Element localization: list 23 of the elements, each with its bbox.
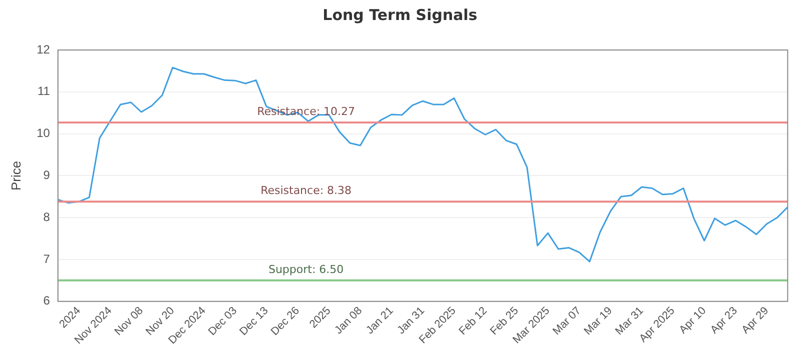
x-tick-label: Jan 21: [364, 304, 396, 337]
x-tick-label: Jan 08: [332, 304, 365, 337]
y-tick-label: 9: [43, 168, 50, 182]
y-axis-title: Price: [8, 160, 24, 190]
y-tick-label: 6: [43, 294, 50, 308]
x-tick-label: Dec 13: [238, 304, 271, 338]
y-tick-label: 8: [43, 210, 50, 224]
y-tick-label: 10: [36, 126, 50, 140]
x-tick-label: Dec 03: [206, 304, 240, 338]
x-tick-label: Dec 26: [268, 304, 302, 338]
y-tick-label: 11: [37, 84, 50, 98]
y-tick-label: 7: [43, 252, 50, 266]
chart-title: Long Term Signals: [322, 6, 478, 24]
x-tick-label: Feb 12: [456, 304, 490, 338]
x-tick-label: Apr 23: [708, 304, 740, 336]
x-tick-label: Apr 10: [677, 304, 709, 336]
x-tick-label: Mar 19: [582, 304, 615, 338]
ref-line-label: Resistance: 8.38: [260, 184, 352, 198]
x-tick-label: Mar 07: [550, 304, 584, 338]
x-tick-label: Nov 08: [112, 304, 146, 338]
y-tick-label: 12: [36, 42, 50, 56]
ref-line-label: Support: 6.50: [268, 262, 344, 276]
x-tick-label: Apr 29: [740, 304, 772, 336]
